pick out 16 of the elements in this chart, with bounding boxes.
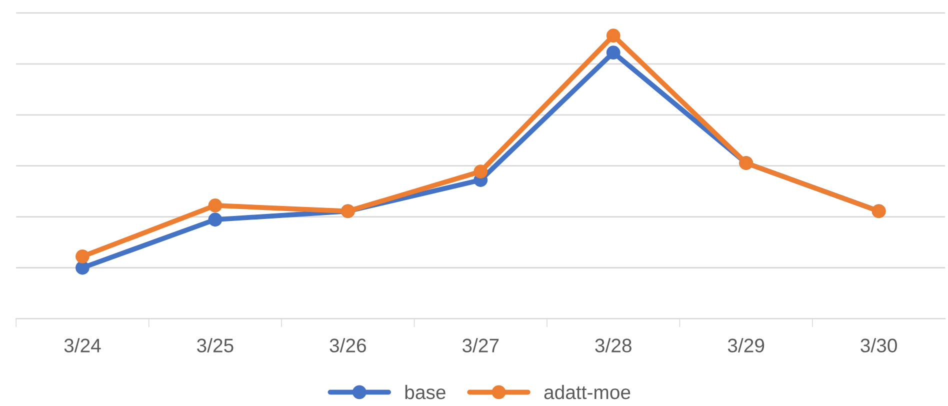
point (474, 164, 488, 178)
point (606, 46, 620, 60)
x-tick-label: 3/28 (595, 338, 632, 352)
x-tick-label: 3/30 (860, 338, 897, 352)
point (76, 249, 90, 264)
x-tick-label: 3/24 (64, 338, 101, 352)
legend-label: base (405, 384, 446, 400)
point (76, 260, 90, 275)
x-tick-label: 3/26 (330, 338, 366, 352)
x-tick-label: 3/29 (728, 338, 764, 352)
x-tick-label: 3/25 (197, 338, 234, 352)
point (208, 198, 222, 212)
point (208, 212, 222, 227)
point (606, 28, 620, 43)
legend-label: adatt-moe (544, 384, 630, 400)
x-tick-label: 3/27 (462, 338, 499, 352)
